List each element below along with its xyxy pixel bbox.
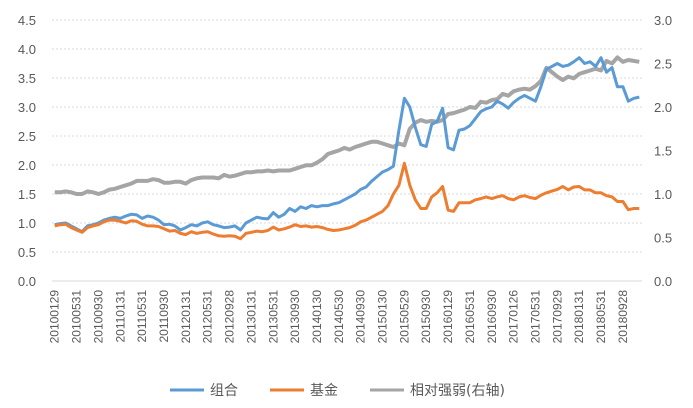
- x-tick-label: 20110531: [135, 290, 149, 343]
- x-tick-label: 20170531: [528, 290, 542, 344]
- series-line-portfolio: [54, 56, 640, 234]
- x-tick-label: 20170929: [550, 290, 564, 344]
- x-tick-label: 20180531: [594, 290, 608, 344]
- x-tick-label: 20160129: [441, 290, 455, 344]
- x-tick-label: 20150529: [397, 290, 411, 344]
- y-left-tick-label: 3.5: [18, 71, 36, 86]
- x-tick-label: 20160930: [485, 290, 499, 344]
- x-tick-label: 20130930: [288, 290, 302, 344]
- y-right-tick-label: 2.0: [654, 100, 672, 115]
- legend-label: 组合: [210, 383, 238, 399]
- legend-label: 相对强弱(右轴): [410, 383, 505, 399]
- y-left-tick-label: 1.0: [18, 216, 36, 231]
- series-line-relative-strength: [54, 55, 640, 196]
- x-tick-label: 20170126: [507, 290, 521, 344]
- x-tick-label: 20100930: [91, 290, 105, 344]
- y-left-tick-label: 3.0: [18, 100, 36, 115]
- y-right-tick-label: 2.5: [654, 57, 672, 72]
- x-tick-label: 20140930: [354, 290, 368, 344]
- x-tick-label: 20100129: [48, 290, 62, 344]
- y-left-tick-label: 2.0: [18, 158, 36, 173]
- y-left-tick-label: 0.5: [18, 245, 36, 260]
- y-left-tick-label: 4.5: [18, 13, 36, 28]
- x-tick-label: 20180928: [616, 290, 630, 344]
- y-left-tick-label: 4.0: [18, 42, 36, 57]
- x-tick-label: 20140530: [332, 290, 346, 344]
- x-tick-label: 20120531: [201, 290, 215, 344]
- legend-label: 基金: [310, 382, 338, 399]
- y-right-tick-label: 1.0: [654, 187, 672, 202]
- y-left-tick-label: 0.0: [18, 274, 36, 289]
- x-tick-label: 20150930: [419, 290, 433, 344]
- x-tick-label: 20160531: [463, 290, 477, 344]
- x-tick-label: 20150130: [376, 290, 390, 344]
- x-tick-label: 20130531: [266, 290, 280, 344]
- x-tick-label: 20140130: [310, 290, 324, 344]
- x-tick-label: 20120131: [179, 290, 193, 344]
- y-right-tick-label: 1.5: [654, 144, 672, 159]
- y-left-tick-label: 1.5: [18, 187, 36, 202]
- x-tick-label: 20110131: [113, 290, 127, 343]
- y-right-tick-label: 0.0: [654, 274, 672, 289]
- x-tick-label: 20110930: [157, 290, 171, 343]
- x-tick-label: 20130131: [244, 290, 258, 344]
- y-right-tick-label: 0.5: [654, 231, 672, 246]
- x-tick-label: 20120928: [223, 290, 237, 344]
- y-left-tick-label: 2.5: [18, 129, 36, 144]
- series-line-fund: [54, 161, 640, 241]
- y-right-tick-label: 3.0: [654, 13, 672, 28]
- x-tick-label: 20100531: [70, 290, 84, 344]
- x-tick-label: 20180131: [572, 290, 586, 344]
